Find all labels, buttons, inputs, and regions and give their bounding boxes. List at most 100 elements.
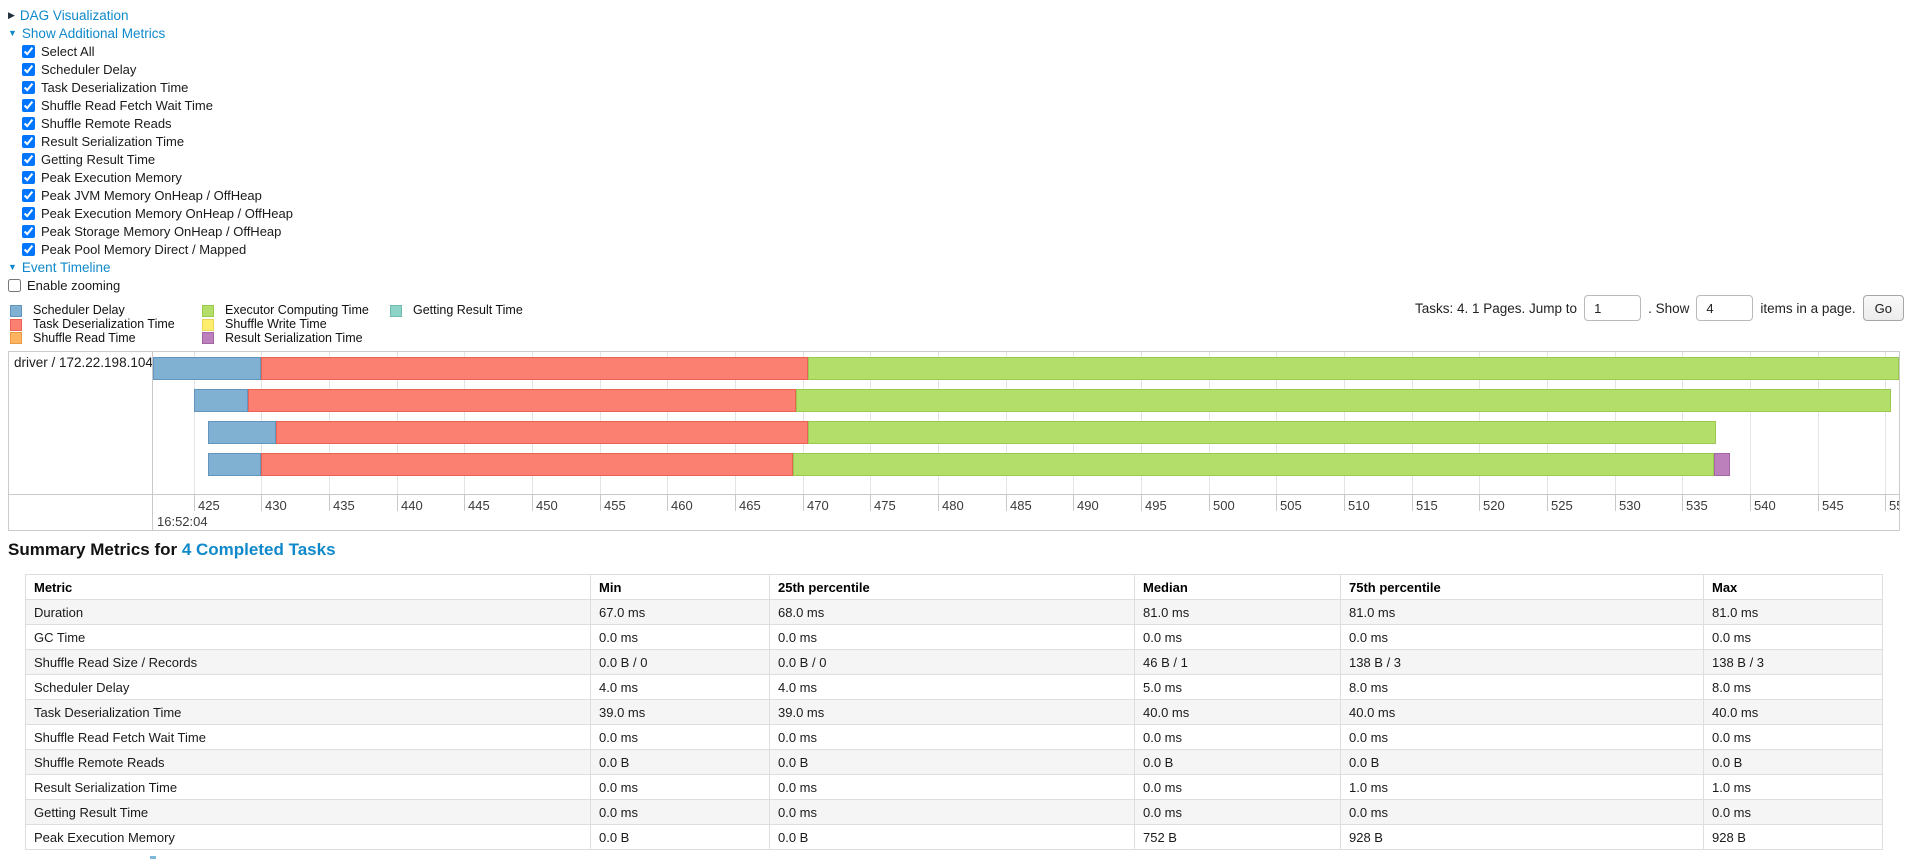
metric-checkbox-getting-result-time[interactable] (22, 152, 35, 166)
axis-tick-label: 470 (807, 498, 829, 513)
axis-tickmark (1209, 495, 1210, 511)
dag-visualization-toggle[interactable]: ▶ DAG Visualization (8, 6, 293, 24)
metric-checkbox-label: Peak JVM Memory OnHeap / OffHeap (41, 187, 262, 203)
axis-tickmark (329, 495, 330, 511)
metric-checkbox-item: Shuffle Read Fetch Wait Time (22, 96, 293, 114)
metric-checkbox-task-deserialization-time[interactable] (22, 80, 35, 94)
axis-tick-label: 445 (468, 498, 490, 513)
metric-name-cell: Shuffle Read Fetch Wait Time (25, 724, 591, 750)
metric-checkbox-item: Peak Storage Memory OnHeap / OffHeap (22, 222, 293, 240)
summary-metrics-title: Summary Metrics for 4 Completed Tasks (8, 540, 336, 560)
task-bar-segment-result-serialization[interactable] (1713, 453, 1730, 476)
metric-checkbox-peak-storage-memory-onheap-offheap[interactable] (22, 224, 35, 238)
metric-name-cell: Shuffle Remote Reads (25, 749, 591, 775)
enable-zooming-checkbox[interactable] (8, 278, 21, 292)
axis-tick-label: 495 (1145, 498, 1167, 513)
legend-swatch-task-deserialization (10, 318, 22, 331)
legend-label: Executor Computing Time (225, 303, 369, 318)
task-bar-segment-scheduler-delay[interactable] (193, 389, 248, 412)
task-bar-segment-task-deserialization[interactable] (261, 357, 809, 380)
metric-value-cell: 0.0 ms (769, 624, 1135, 650)
metric-value-cell: 67.0 ms (590, 599, 770, 625)
axis-tickmark (1412, 495, 1413, 511)
show-text: . Show (1648, 300, 1690, 316)
axis-tickmark (1073, 495, 1074, 511)
task-bar-segment-task-deserialization[interactable] (261, 453, 794, 476)
metric-checkbox-label: Getting Result Time (41, 151, 156, 167)
axis-tickmark (1141, 495, 1142, 511)
task-bar-segment-scheduler-delay[interactable] (153, 357, 262, 380)
metric-value-cell: 0.0 ms (1703, 724, 1883, 750)
metric-value-cell: 4.0 ms (769, 674, 1135, 700)
legend-swatch-getting-result (390, 304, 402, 317)
legend-label: Shuffle Read Time (33, 330, 136, 345)
legend-label: Task Deserialization Time (33, 317, 175, 332)
metric-checkbox-shuffle-read-fetch-wait-time[interactable] (22, 98, 35, 112)
task-bar-segment-executor-computing[interactable] (795, 389, 1891, 412)
metric-checkbox-peak-pool-memory-direct-mapped[interactable] (22, 242, 35, 256)
table-row: Shuffle Remote Reads 0.0 B 0.0 B 0.0 B 0.0 B… (25, 749, 1883, 775)
legend-item-getting-result: Getting Result Time (390, 304, 523, 318)
metric-checkbox-shuffle-remote-reads[interactable] (22, 116, 35, 130)
legend-swatch-scheduler-delay (10, 304, 22, 317)
collapsible-controls: ▶ DAG Visualization ▼ Show Additional Me… (8, 6, 293, 294)
column-header-min: Min (590, 574, 770, 600)
column-header-median: Median (1134, 574, 1341, 600)
task-bar-segment-scheduler-delay[interactable] (208, 421, 277, 444)
legend-item-executor-computing: Executor Computing Time (202, 304, 390, 318)
axis-tickmark (938, 495, 939, 511)
legend-swatch-executor-computing (202, 304, 214, 317)
arrow-right-icon: ▶ (8, 9, 15, 20)
metric-value-cell: 40.0 ms (1134, 699, 1341, 725)
metric-value-cell: 0.0 ms (769, 799, 1135, 825)
task-bar-segment-scheduler-delay[interactable] (208, 453, 262, 476)
axis-tickmark (1006, 495, 1007, 511)
metric-checkbox-result-serialization-time[interactable] (22, 134, 35, 148)
items-in-page-text: items in a page. (1760, 300, 1856, 316)
metric-checkbox-peak-execution-memory[interactable] (22, 170, 35, 184)
task-bar-segment-executor-computing[interactable] (808, 421, 1717, 444)
metric-checkbox-select-all[interactable] (22, 44, 35, 58)
metric-checkbox-item: Peak Execution Memory (22, 168, 293, 186)
metric-value-cell: 928 B (1703, 824, 1883, 850)
tasks-pagination: Tasks: 4. 1 Pages. Jump to . Show items … (1415, 293, 1904, 323)
axis-tickmark (1615, 495, 1616, 511)
axis-tickmark (600, 495, 601, 511)
metric-checkbox-label: Shuffle Remote Reads (41, 115, 172, 131)
metric-checkbox-label: Peak Execution Memory (41, 169, 182, 185)
table-row: Shuffle Read Size / Records 0.0 B / 0 0.0 … (25, 649, 1883, 675)
event-timeline-toggle[interactable]: ▼ Event Timeline (8, 258, 293, 276)
axis-tick-label: 450 (536, 498, 558, 513)
task-bar-segment-task-deserialization[interactable] (276, 421, 809, 444)
legend-item-result-serialization: Result Serialization Time (202, 331, 390, 346)
metric-checkbox-label: Select All (41, 43, 95, 59)
go-button[interactable]: Go (1862, 295, 1904, 321)
metric-checkbox-peak-jvm-memory-onheap-offheap[interactable] (22, 188, 35, 202)
axis-tickmark (261, 495, 262, 511)
metric-value-cell: 1.0 ms (1703, 774, 1883, 800)
metric-checkbox-item: Peak JVM Memory OnHeap / OffHeap (22, 186, 293, 204)
metric-value-cell: 0.0 ms (1703, 624, 1883, 650)
legend-swatch-result-serialization (202, 332, 214, 345)
axis-tickmark (1885, 495, 1886, 511)
completed-tasks-link[interactable]: 4 Completed Tasks (181, 540, 336, 559)
table-row: Duration 67.0 ms 68.0 ms 81.0 ms 81.0 ms 81.0… (25, 599, 1883, 625)
metric-value-cell: 138 B / 3 (1340, 649, 1704, 675)
metric-checkbox-scheduler-delay[interactable] (22, 62, 35, 76)
table-row: Task Deserialization Time 39.0 ms 39.0 ms 4… (25, 699, 1883, 725)
show-additional-metrics-toggle[interactable]: ▼ Show Additional Metrics (8, 24, 293, 42)
axis-tick-label: 500 (1213, 498, 1235, 513)
metric-checkbox-peak-execution-memory-onheap-offheap[interactable] (22, 206, 35, 220)
jump-to-page-input[interactable] (1584, 295, 1642, 321)
task-bar-segment-executor-computing[interactable] (808, 357, 1899, 380)
metric-checkbox-label: Shuffle Read Fetch Wait Time (41, 97, 213, 113)
task-bar-segment-executor-computing[interactable] (793, 453, 1714, 476)
metric-value-cell: 68.0 ms (769, 599, 1135, 625)
axis-tick-label: 430 (265, 498, 287, 513)
metric-name-cell: Getting Result Time (25, 799, 591, 825)
table-row: GC Time 0.0 ms 0.0 ms 0.0 ms 0.0 ms 0.0 ms (25, 624, 1883, 650)
metric-checkbox-label: Result Serialization Time (41, 133, 185, 149)
task-bar-segment-task-deserialization[interactable] (247, 389, 796, 412)
axis-tick-label: 550 (1889, 498, 1899, 513)
items-per-page-input[interactable] (1696, 295, 1754, 321)
